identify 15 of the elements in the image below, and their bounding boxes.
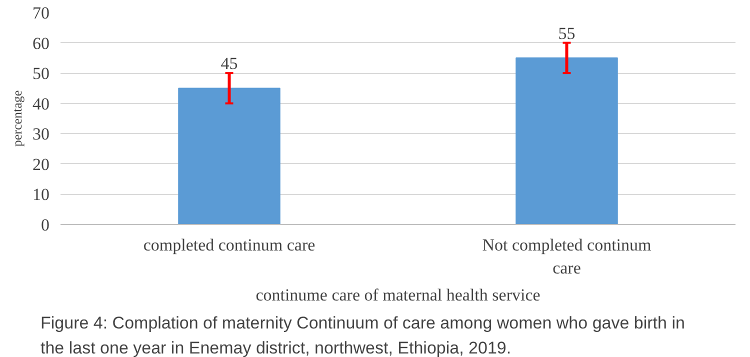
- y-tick-label: 50: [32, 64, 50, 84]
- y-tick-label: 10: [32, 185, 50, 204]
- y-tick-label: 0: [41, 216, 50, 234]
- y-axis-title: percentage: [10, 90, 24, 147]
- x-axis-title: continume care of maternal health service: [256, 285, 540, 304]
- y-tick-label: 30: [32, 124, 50, 144]
- caption: Figure 4: Complation of maternity Continuum of care among women who gave birth in the last one year in Enemay district, northwest, Ethiopia, 2019.: [40, 314, 685, 357]
- x-tick-label: Not completed continum care: [482, 236, 652, 278]
- y-tick-label: 20: [32, 154, 50, 174]
- data-label: 45: [220, 54, 238, 74]
- x-tick-label: completed continum care: [143, 236, 316, 254]
- y-tick-label: 40: [32, 94, 50, 114]
- y-tick-label: 60: [32, 34, 50, 53]
- y-tick-label: 70: [32, 4, 50, 22]
- data-label: 55: [558, 24, 576, 43]
